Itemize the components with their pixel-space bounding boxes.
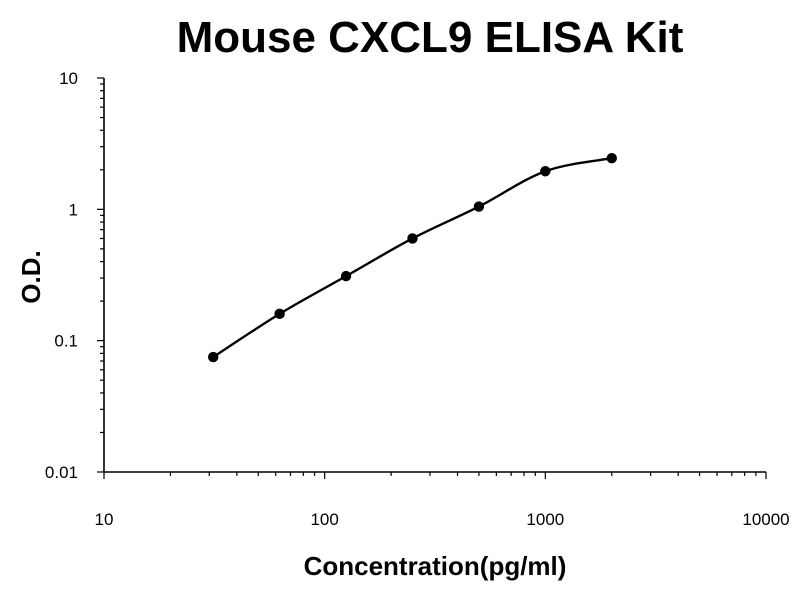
x-tick-label: 10: [95, 510, 114, 529]
data-point: [207, 351, 219, 363]
y-tick-label: 0.01: [45, 463, 78, 482]
x-tick-label: 10000: [742, 510, 789, 529]
x-tick-label: 100: [310, 510, 338, 529]
x-tick-label: 1000: [526, 510, 564, 529]
data-point: [540, 166, 551, 177]
x-axis-label: Concentration(pg/ml): [304, 551, 567, 581]
data-point: [340, 270, 352, 282]
plot-area: 10 100 1000 10000 0.01 0.1 1 10: [45, 69, 790, 529]
data-point: [606, 153, 617, 164]
y-tick-label: 0.1: [54, 332, 78, 351]
data-point: [274, 308, 285, 320]
y-axis-label: O.D.: [16, 250, 46, 303]
data-point: [407, 233, 418, 244]
chart-title: Mouse CXCL9 ELISA Kit: [177, 13, 684, 62]
y-tick-label: 1: [69, 200, 78, 219]
data-point: [473, 201, 485, 212]
y-tick-label: 10: [59, 69, 78, 88]
fit-curve-line: [212, 157, 612, 359]
